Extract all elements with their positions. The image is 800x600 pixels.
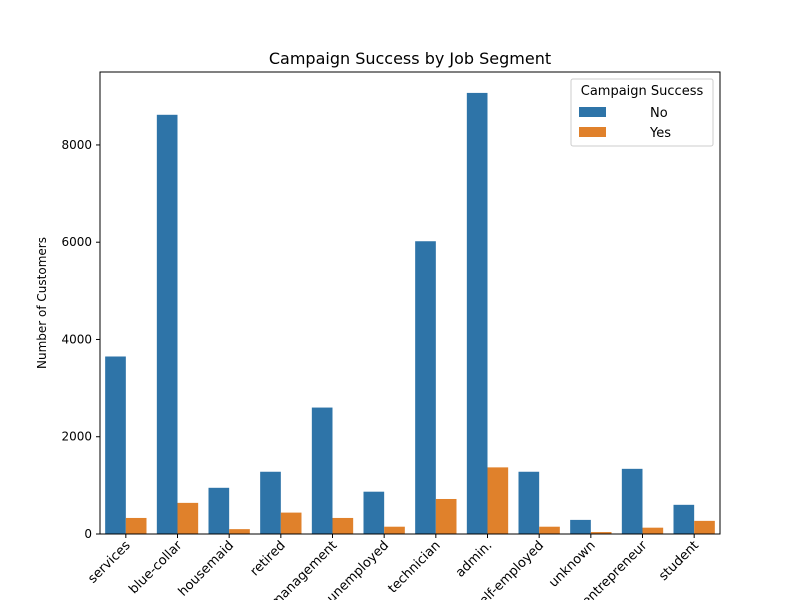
y-axis-ticks: 0 2000 4000 6000 8000 [61, 138, 100, 541]
x-tick-label: technician [385, 538, 443, 596]
bar-yes-blue-collar [177, 502, 199, 534]
x-tick-label: student [656, 538, 702, 584]
bar-no-entrepreneur [621, 468, 643, 534]
x-tick-label: admin. [453, 538, 495, 580]
bar-no-admin. [466, 92, 488, 535]
plot-frame [99, 71, 721, 535]
legend-box [570, 78, 714, 147]
bar-yes-technician [435, 498, 457, 534]
legend: Campaign Success No Yes [570, 78, 714, 147]
y-tick-label: 4000 [61, 332, 92, 346]
bar-yes-services [125, 517, 147, 534]
bar-yes-student [694, 520, 715, 534]
legend-label-no: No [650, 106, 668, 121]
bar-no-blue-collar [156, 114, 178, 535]
bar-yes-self-employed [539, 526, 560, 534]
y-tick-label: 0 [84, 527, 92, 541]
chart-title: Campaign Success by Job Segment [269, 49, 551, 68]
bar-yes-entrepreneur [642, 527, 664, 534]
bar-no-housemaid [208, 487, 230, 534]
legend-label-yes: Yes [649, 126, 671, 141]
bar-no-self-employed [518, 471, 540, 534]
bars [105, 92, 715, 535]
legend-title: Campaign Success [581, 84, 704, 99]
bar-yes-unemployed [384, 526, 405, 534]
legend-items: No Yes [579, 106, 671, 141]
bar-no-management [311, 407, 333, 534]
legend-swatch-no [579, 107, 606, 117]
bar-yes-unknown [590, 532, 612, 534]
x-tick-label: retired [248, 538, 289, 579]
bar-yes-housemaid [229, 529, 250, 534]
bar-yes-retired [280, 512, 302, 534]
bar-no-retired [260, 471, 281, 534]
x-tick-label: services [85, 538, 133, 586]
legend-swatch-yes [579, 127, 606, 137]
y-tick-label: 6000 [61, 235, 92, 249]
bar-no-technician [415, 241, 436, 534]
bar-yes-management [332, 517, 354, 534]
y-axis-label: Number of Customers [35, 237, 49, 369]
bar-no-unknown [570, 519, 591, 534]
bar-no-services [105, 356, 126, 534]
y-tick-label: 2000 [61, 430, 92, 444]
y-tick-label: 8000 [61, 138, 92, 152]
x-tick-label: unknown [546, 538, 598, 590]
bar-no-student [673, 504, 695, 534]
x-tick-label: housemaid [176, 538, 237, 599]
bar-no-unemployed [363, 491, 385, 534]
bar-yes-admin. [487, 467, 509, 534]
